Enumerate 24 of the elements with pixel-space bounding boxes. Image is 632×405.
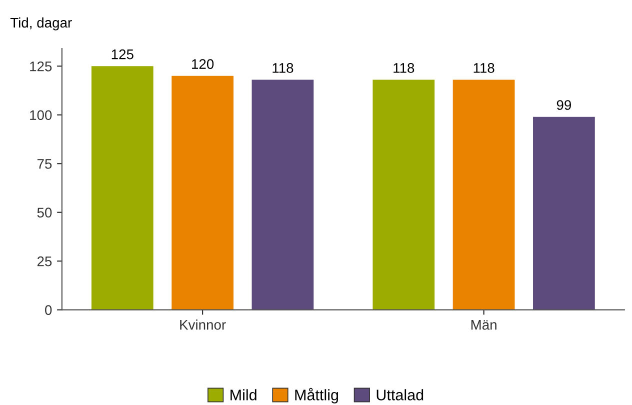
x-tick-label: Män bbox=[471, 320, 496, 330]
y-tick-label: 25 bbox=[37, 256, 52, 266]
legend-label: Uttalad bbox=[376, 389, 424, 400]
legend-label: Måttlig bbox=[295, 388, 338, 404]
data-label: 118 bbox=[394, 63, 414, 73]
y-tick-label: 0 bbox=[45, 305, 52, 315]
data-label: 120 bbox=[192, 59, 214, 69]
data-label: 118 bbox=[272, 63, 294, 73]
bar bbox=[533, 116, 595, 310]
y-tick-label: 100 bbox=[30, 110, 52, 120]
data-label: 99 bbox=[556, 100, 572, 110]
y-tick-label: 75 bbox=[37, 159, 52, 169]
bar bbox=[172, 76, 234, 310]
y-tick-label: 125 bbox=[30, 61, 52, 72]
legend-label: Mild bbox=[230, 389, 256, 400]
bar bbox=[372, 80, 435, 310]
x-tick-label: Kvinnor bbox=[180, 320, 226, 330]
y-axis-title: Tid, dagar bbox=[10, 17, 72, 30]
data-label: 118 bbox=[474, 63, 494, 73]
data-label: 125 bbox=[112, 49, 134, 60]
bar bbox=[452, 80, 515, 310]
bar bbox=[252, 80, 314, 310]
y-tick-label: 50 bbox=[37, 208, 52, 218]
bar bbox=[91, 66, 154, 310]
